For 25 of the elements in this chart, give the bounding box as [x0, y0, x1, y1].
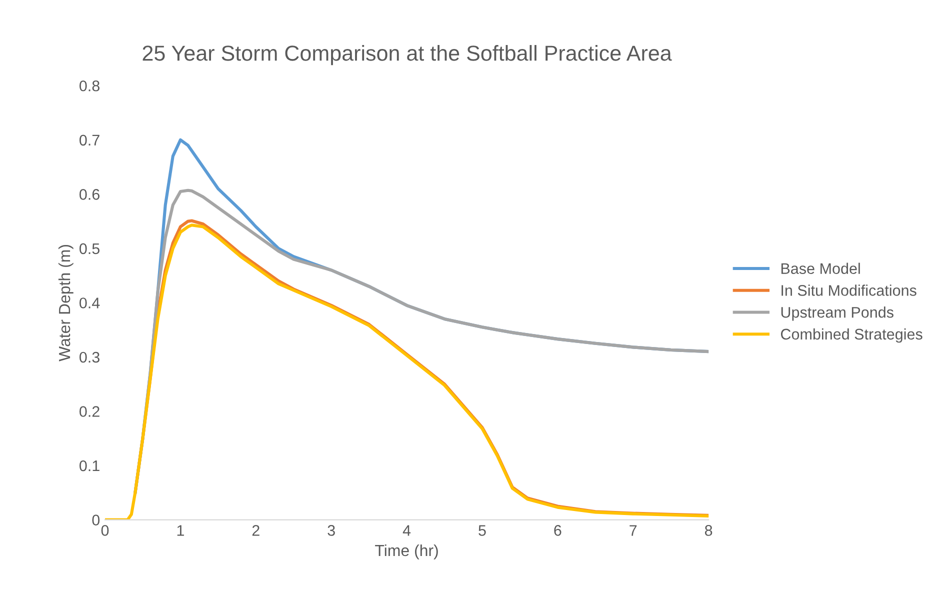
x-tick-label: 2	[252, 525, 260, 536]
y-tick-label: 0.7	[80, 134, 100, 146]
y-tick-label: 0.5	[80, 243, 100, 254]
x-tick-label: 6	[554, 525, 562, 536]
y-tick-label: 0.2	[80, 406, 100, 417]
chart-title: 25 Year Storm Comparison at the Softball Practice Area	[142, 45, 672, 66]
y-tick-label: 0.3	[80, 352, 100, 363]
x-tick-label: 1	[177, 525, 184, 536]
legend-label: Base Model	[781, 262, 860, 274]
y-axis-title: Water Depth (m)	[58, 244, 74, 362]
y-tick-label: 0.8	[80, 80, 100, 92]
x-tick-label: 5	[478, 525, 486, 536]
x-tick-label: 4	[402, 525, 411, 536]
legend-label: Combined Strategies	[780, 328, 922, 343]
y-tick-label: 0.6	[80, 189, 100, 200]
x-tick-label: 8	[704, 525, 712, 536]
y-tick-label: 0	[92, 514, 100, 526]
legend-label: Upstream Ponds	[781, 306, 894, 321]
x-tick-label: 3	[328, 525, 335, 536]
legend-label: In Situ Modifications	[782, 284, 916, 296]
y-tick-label: 0.4	[80, 298, 100, 308]
x-tick-label: 0	[101, 525, 109, 536]
x-axis-title: Time (hr)	[375, 544, 438, 560]
x-tick-label: 7	[630, 525, 637, 536]
y-tick-label: 0.1	[80, 460, 100, 472]
